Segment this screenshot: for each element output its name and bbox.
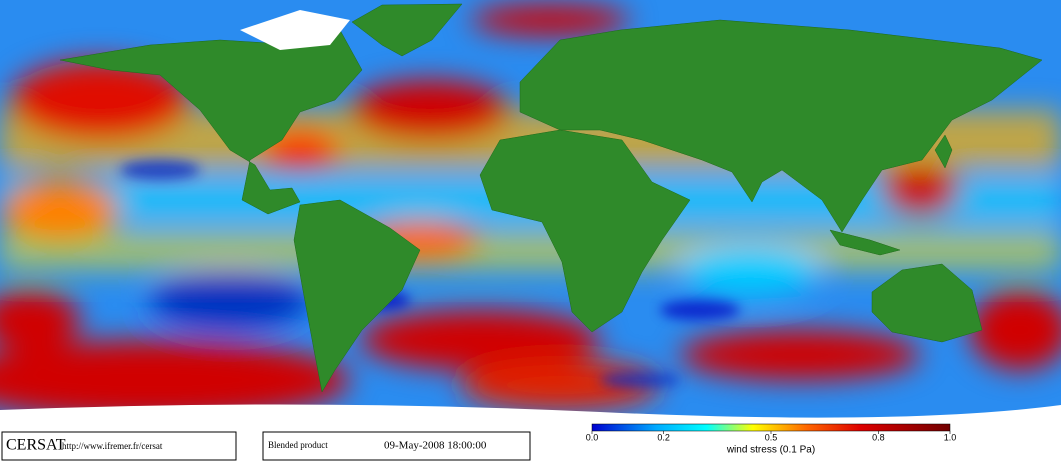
continents — [59, 3, 1043, 393]
colorbar-label: wind stress (0.1 Pa) — [726, 445, 815, 456]
colorbar — [591, 423, 951, 432]
product: Blended product — [268, 440, 328, 450]
product-box — [262, 431, 531, 461]
colorbar-tick-label: 1.0 — [944, 432, 957, 442]
url: http://www.ifremer.fr/cersat — [62, 441, 163, 451]
logo-box — [1, 431, 237, 461]
colorbar-tick-label: 0.2 — [657, 432, 670, 442]
colorbar-tick-label: 0.5 — [765, 432, 778, 442]
colorbar-tick-label: 0.0 — [586, 432, 599, 442]
colorbar-tick-label: 0.8 — [872, 432, 885, 442]
logo: CERSAT — [6, 437, 66, 454]
timestamp: 09-May-2008 18:00:00 — [384, 440, 487, 452]
ice — [0, 10, 1061, 425]
